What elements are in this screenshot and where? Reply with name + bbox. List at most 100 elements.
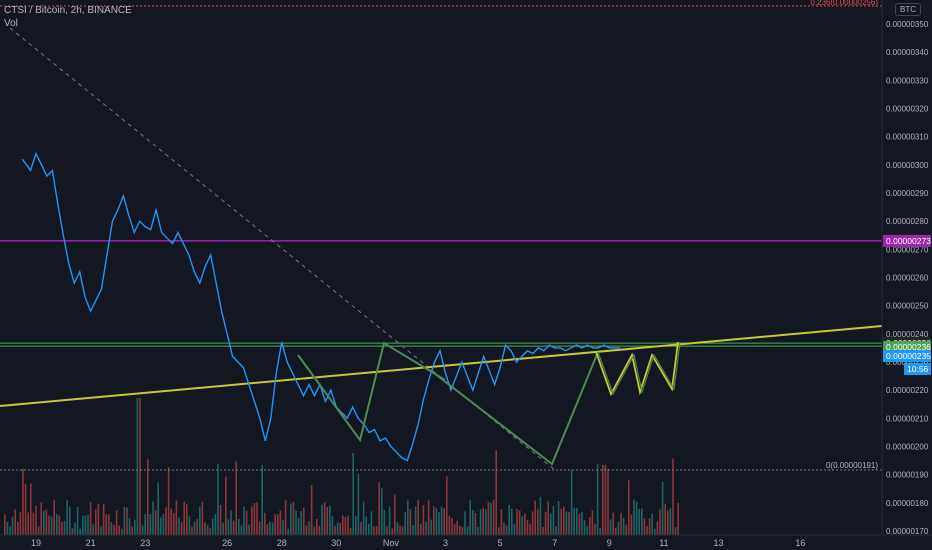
volume-bar — [581, 512, 583, 535]
y-tick-label: 0.00000200 — [886, 443, 929, 452]
volume-bar — [466, 526, 469, 535]
volume-bar — [596, 464, 599, 535]
volume-bar — [472, 510, 474, 535]
volume-bar — [498, 527, 500, 535]
volume-bar — [331, 516, 334, 535]
volume-bar — [217, 464, 219, 535]
volume-bar — [300, 511, 302, 535]
volume-bar — [66, 499, 68, 535]
volume-bar — [251, 506, 253, 535]
y-tick-label: 0.00000280 — [886, 217, 929, 226]
volume-bar — [599, 527, 601, 535]
volume-bar — [360, 522, 362, 535]
volume-bar — [446, 476, 448, 535]
volume-bar — [531, 511, 534, 535]
volume-bar — [282, 519, 284, 535]
volume-bar — [123, 506, 126, 535]
volume-label[interactable]: Vol — [4, 18, 18, 29]
volume-bar — [84, 515, 87, 535]
volume-bar — [667, 510, 669, 535]
volume-bar — [50, 516, 53, 535]
volume-bar — [555, 526, 557, 535]
volume-bar — [48, 515, 50, 535]
volume-bar — [399, 525, 401, 535]
y-tick-label: 0.00000340 — [886, 48, 929, 57]
currency-badge[interactable]: BTC — [895, 3, 921, 16]
volume-bar — [136, 398, 139, 535]
volume-bar — [56, 514, 58, 535]
volume-bar — [339, 522, 341, 535]
volume-bar — [547, 501, 549, 535]
volume-bar — [141, 525, 144, 535]
volume-bar — [290, 503, 292, 535]
volume-bar — [336, 522, 339, 535]
x-tick-label: 9 — [607, 538, 612, 548]
y-tick-label: 0.00000350 — [886, 20, 929, 29]
volume-bar — [19, 512, 22, 535]
volume-bar — [448, 515, 451, 535]
volume-bar — [511, 508, 513, 535]
symbol-title[interactable]: CTSI / Bitcoin, 2h, BINANCE — [4, 5, 132, 16]
volume-bar — [157, 482, 159, 535]
volume-bar — [492, 499, 495, 535]
volume-bar — [487, 501, 490, 535]
volume-bar — [524, 513, 526, 535]
volume-bar — [342, 515, 344, 535]
volume-bar — [175, 500, 178, 535]
volume-bar — [583, 520, 586, 535]
volume-bar — [469, 500, 471, 535]
volume-bar — [672, 458, 674, 535]
pattern-bottom — [429, 351, 599, 466]
volume-bar — [186, 504, 188, 535]
volume-bar — [451, 518, 453, 535]
volume-bar — [648, 518, 651, 535]
volume-bar — [526, 520, 529, 535]
y-tick-label: 0.00000170 — [886, 527, 929, 536]
volume-bar — [474, 513, 477, 535]
volume-bar — [230, 510, 232, 535]
volume-bar — [557, 501, 560, 535]
volume-bar — [521, 516, 523, 535]
volume-bar — [485, 509, 487, 535]
volume-bar — [295, 510, 297, 535]
price-tag-current-bg — [883, 350, 931, 362]
volume-bar — [628, 480, 630, 535]
volume-bar — [279, 510, 282, 535]
x-tick-label: 30 — [331, 538, 341, 548]
y-tick-label: 0.00000190 — [886, 471, 929, 480]
volume-bar — [95, 509, 97, 535]
volume-bar — [490, 502, 492, 535]
volume-bar — [61, 521, 63, 535]
volume-bar — [303, 507, 305, 535]
volume-bar — [396, 522, 399, 535]
x-tick-label: 13 — [713, 538, 723, 548]
volume-bar — [139, 398, 141, 535]
volume-bar — [167, 466, 170, 535]
volume-bar — [412, 525, 414, 535]
volume-bar — [443, 508, 445, 535]
volume-bar — [602, 465, 604, 535]
volume-bar — [456, 520, 458, 535]
volume-bar — [357, 473, 360, 535]
volume-bar — [651, 513, 653, 535]
drawings: 0.236(0.00000256) 0(0.00000191) — [0, 0, 883, 471]
volume-bar — [87, 514, 89, 535]
volume-bar — [414, 506, 417, 535]
volume-bar — [165, 507, 167, 535]
volume-bar — [256, 502, 258, 535]
volume-bar — [118, 525, 120, 535]
volume-bar — [355, 516, 357, 535]
volume-bar — [661, 481, 664, 535]
volume-bar — [375, 526, 378, 535]
volume-bar — [425, 521, 427, 535]
volume-bar — [659, 509, 661, 535]
volume-bar — [188, 516, 191, 535]
y-tick-label: 0.00000310 — [886, 133, 929, 142]
volume-bar — [11, 516, 14, 535]
volume-bar — [381, 488, 383, 535]
volume-bar — [503, 522, 505, 535]
pattern-left — [297, 341, 446, 443]
volume-bar — [677, 502, 679, 535]
